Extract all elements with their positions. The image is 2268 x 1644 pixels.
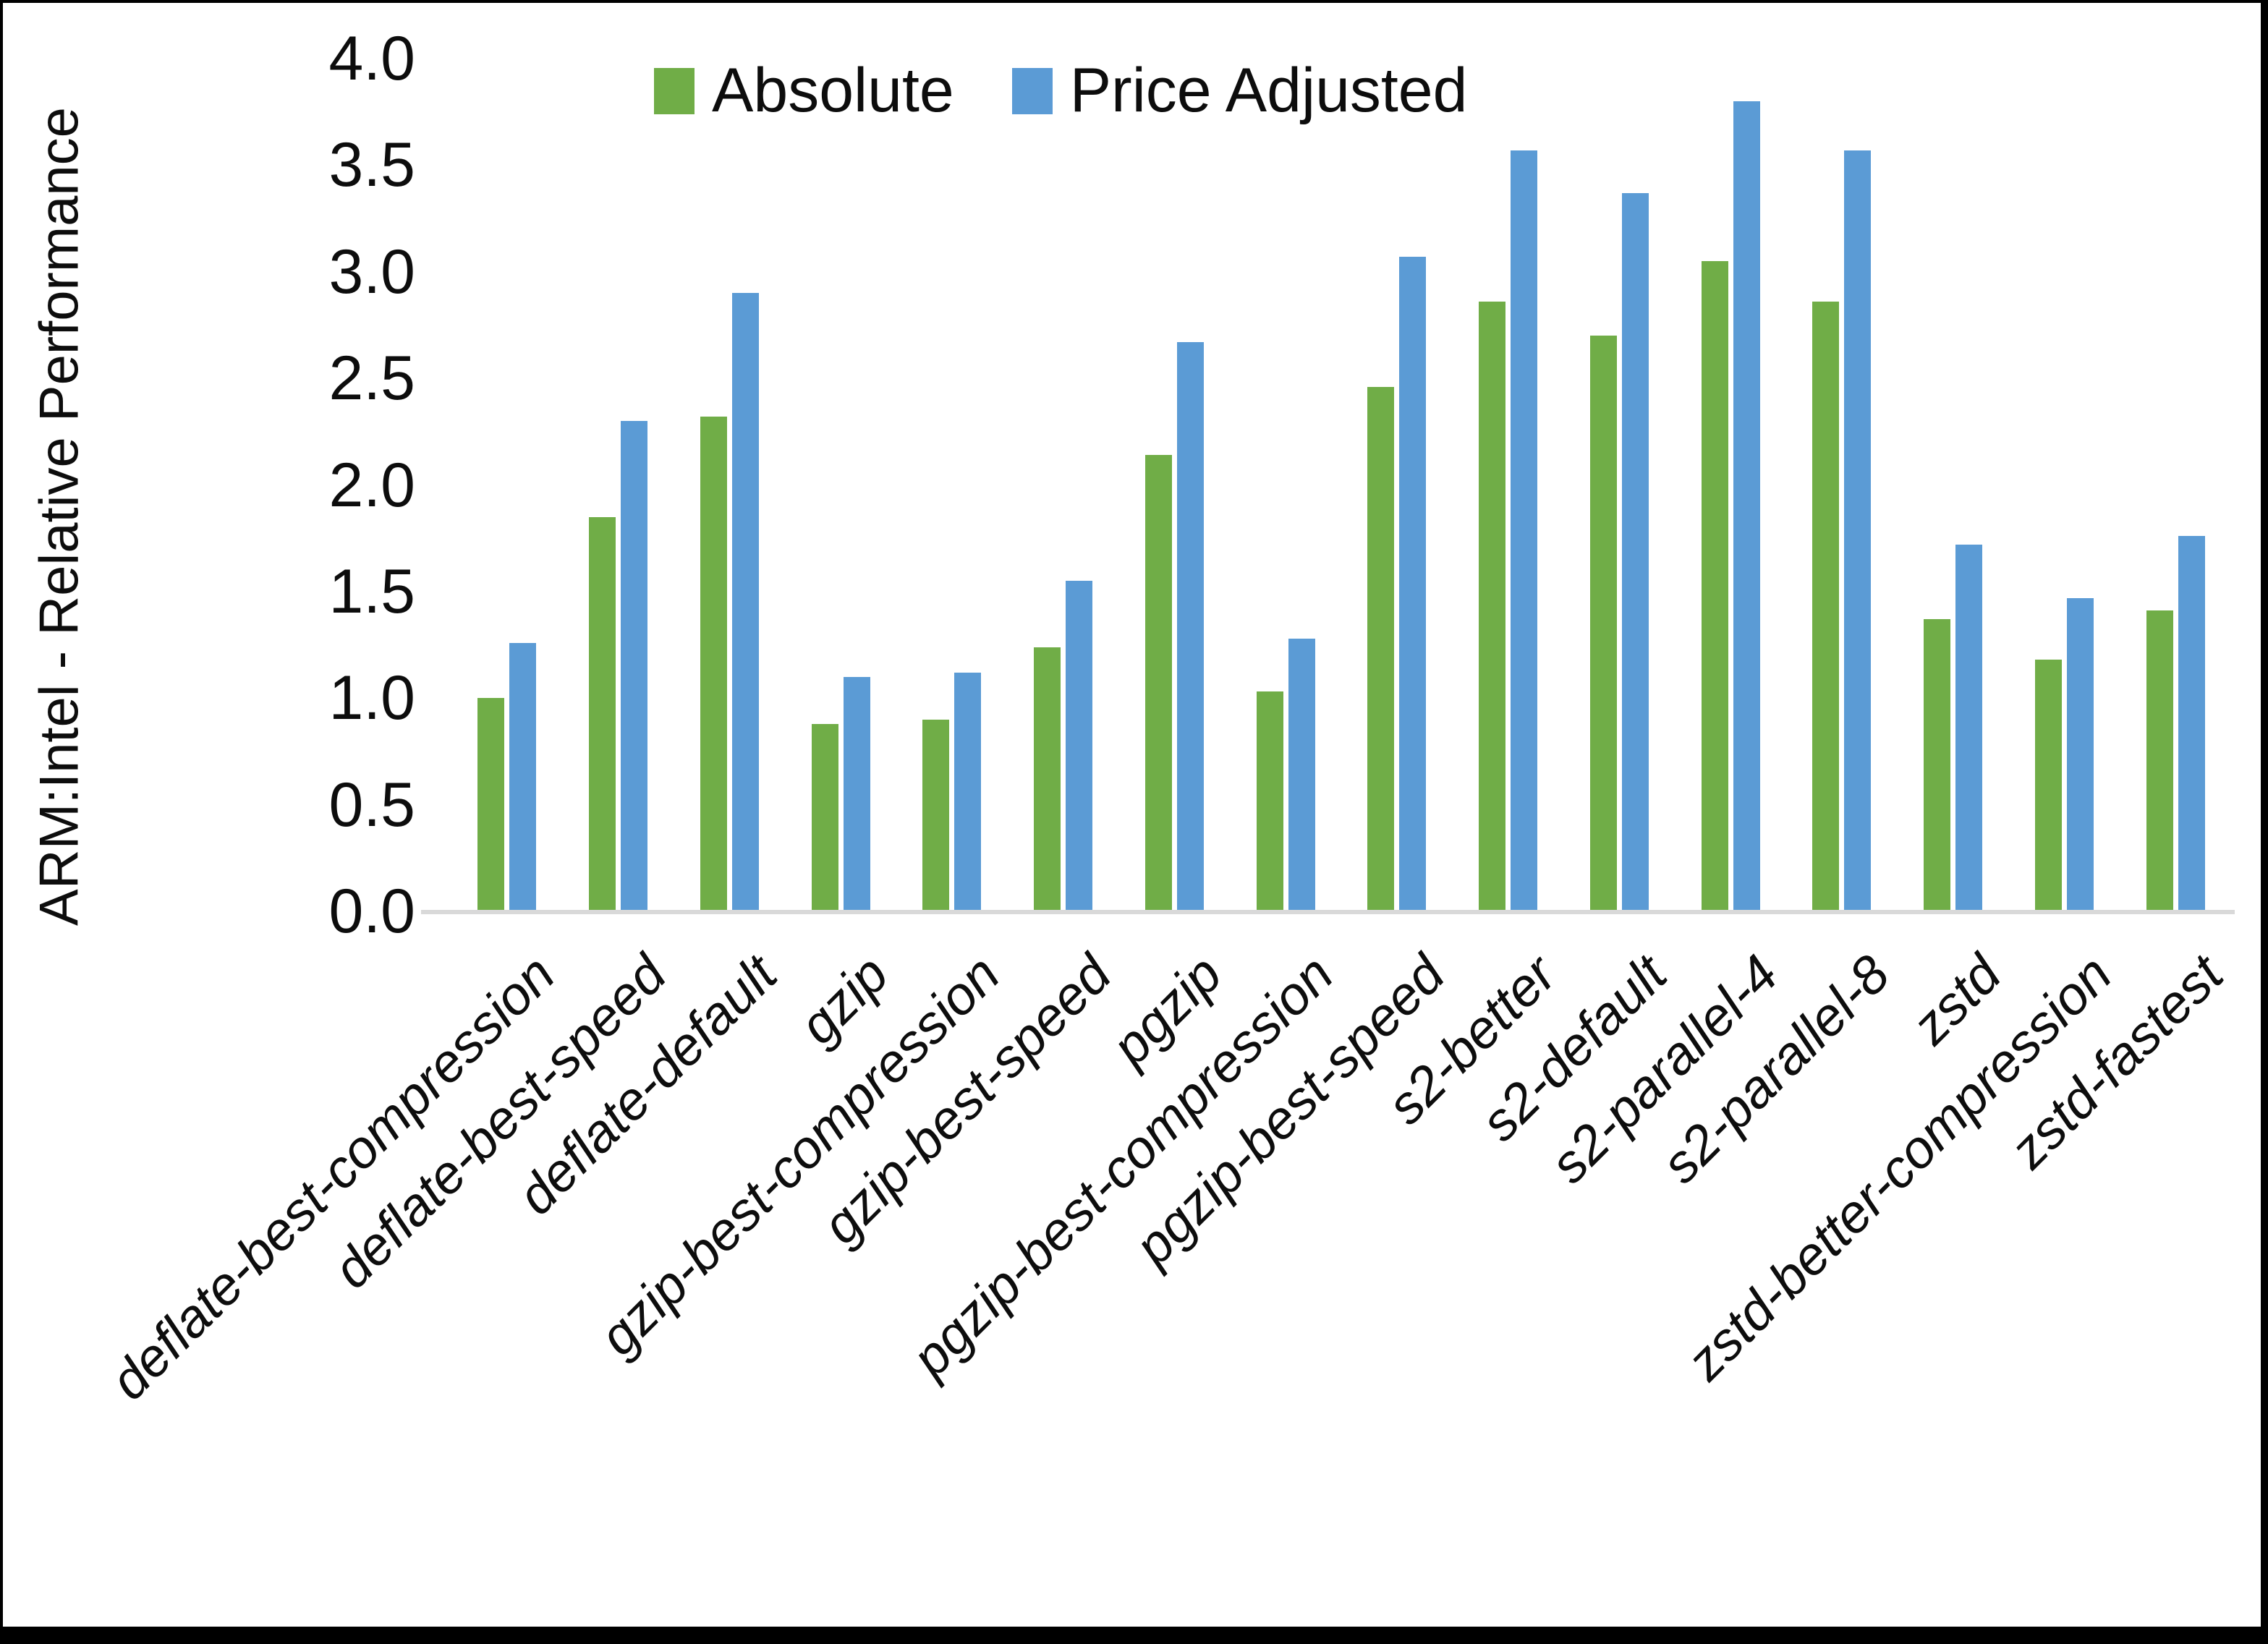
bar-price-adjusted-zstd: [1955, 545, 1983, 911]
bar-price-adjusted-gzip-best-speed: [1066, 581, 1093, 911]
bar-absolute-pgzip: [1144, 455, 1172, 911]
bar-absolute-s2-better: [1479, 302, 1506, 911]
plot-area: [451, 3, 2231, 911]
bar-price-adjusted-s2-parallel-4: [1733, 101, 1760, 911]
bar-absolute-zstd-fastest: [2146, 610, 2173, 911]
bar-absolute-deflate-best-compression: [477, 698, 505, 911]
bar-price-adjusted-pgzip-best-compression: [1288, 639, 1315, 911]
bar-price-adjusted-zstd-better-compression: [2066, 598, 2094, 911]
bar-absolute-deflate-default: [700, 417, 727, 911]
legend-swatch-price-adjusted: [1011, 67, 1053, 114]
bar-absolute-zstd-better-compression: [2034, 660, 2062, 911]
bar-absolute-gzip-best-speed: [1034, 647, 1061, 911]
legend-item-absolute: Absolute: [654, 55, 954, 127]
bar-price-adjusted-gzip: [843, 677, 870, 911]
bar-price-adjusted-s2-better: [1511, 150, 1538, 911]
bar-price-adjusted-deflate-best-speed: [621, 421, 648, 911]
bar-price-adjusted-deflate-best-compression: [509, 643, 537, 911]
bar-absolute-s2-default: [1589, 336, 1617, 911]
y-tick-label: 2.5: [328, 344, 415, 414]
legend-swatch-absolute: [654, 67, 695, 114]
y-tick-label: 3.5: [328, 130, 415, 200]
bar-absolute-pgzip-best-speed: [1367, 387, 1395, 911]
legend-label: Price Adjusted: [1069, 56, 1468, 125]
bar-price-adjusted-pgzip: [1176, 342, 1204, 911]
bar-absolute-s2-parallel-4: [1701, 261, 1728, 911]
bar-absolute-zstd: [1924, 619, 1951, 911]
y-tick-label: 1.0: [328, 663, 415, 733]
bar-price-adjusted-deflate-default: [731, 293, 759, 911]
y-tick-label: 3.0: [328, 237, 415, 307]
bar-price-adjusted-s2-default: [1621, 193, 1649, 911]
bar-absolute-pgzip-best-compression: [1256, 691, 1283, 911]
x-axis-baseline: [421, 910, 2235, 914]
y-tick-label: 2.0: [328, 450, 415, 520]
bar-price-adjusted-pgzip-best-speed: [1399, 257, 1427, 911]
bar-price-adjusted-s2-parallel-8: [1844, 150, 1872, 911]
legend-label: Absolute: [712, 56, 954, 125]
chart-legend: Absolute Price Adjusted: [654, 55, 1525, 127]
y-tick-label: 0.5: [328, 770, 415, 840]
y-tick-label: 1.5: [328, 556, 415, 626]
bar-absolute-gzip: [811, 724, 838, 911]
bar-price-adjusted-gzip-best-compression: [954, 673, 982, 911]
y-tick-label: 0.0: [328, 877, 415, 946]
y-tick-label: 4.0: [328, 24, 415, 93]
bar-price-adjusted-zstd-fastest: [2178, 536, 2205, 911]
y-axis-title: ARM:Intel - Relative Performance: [28, 107, 90, 926]
bar-absolute-gzip-best-compression: [922, 720, 950, 911]
legend-item-price-adjusted: Price Adjusted: [1011, 55, 1468, 127]
bar-absolute-s2-parallel-8: [1812, 302, 1840, 911]
bar-absolute-deflate-best-speed: [589, 517, 616, 911]
